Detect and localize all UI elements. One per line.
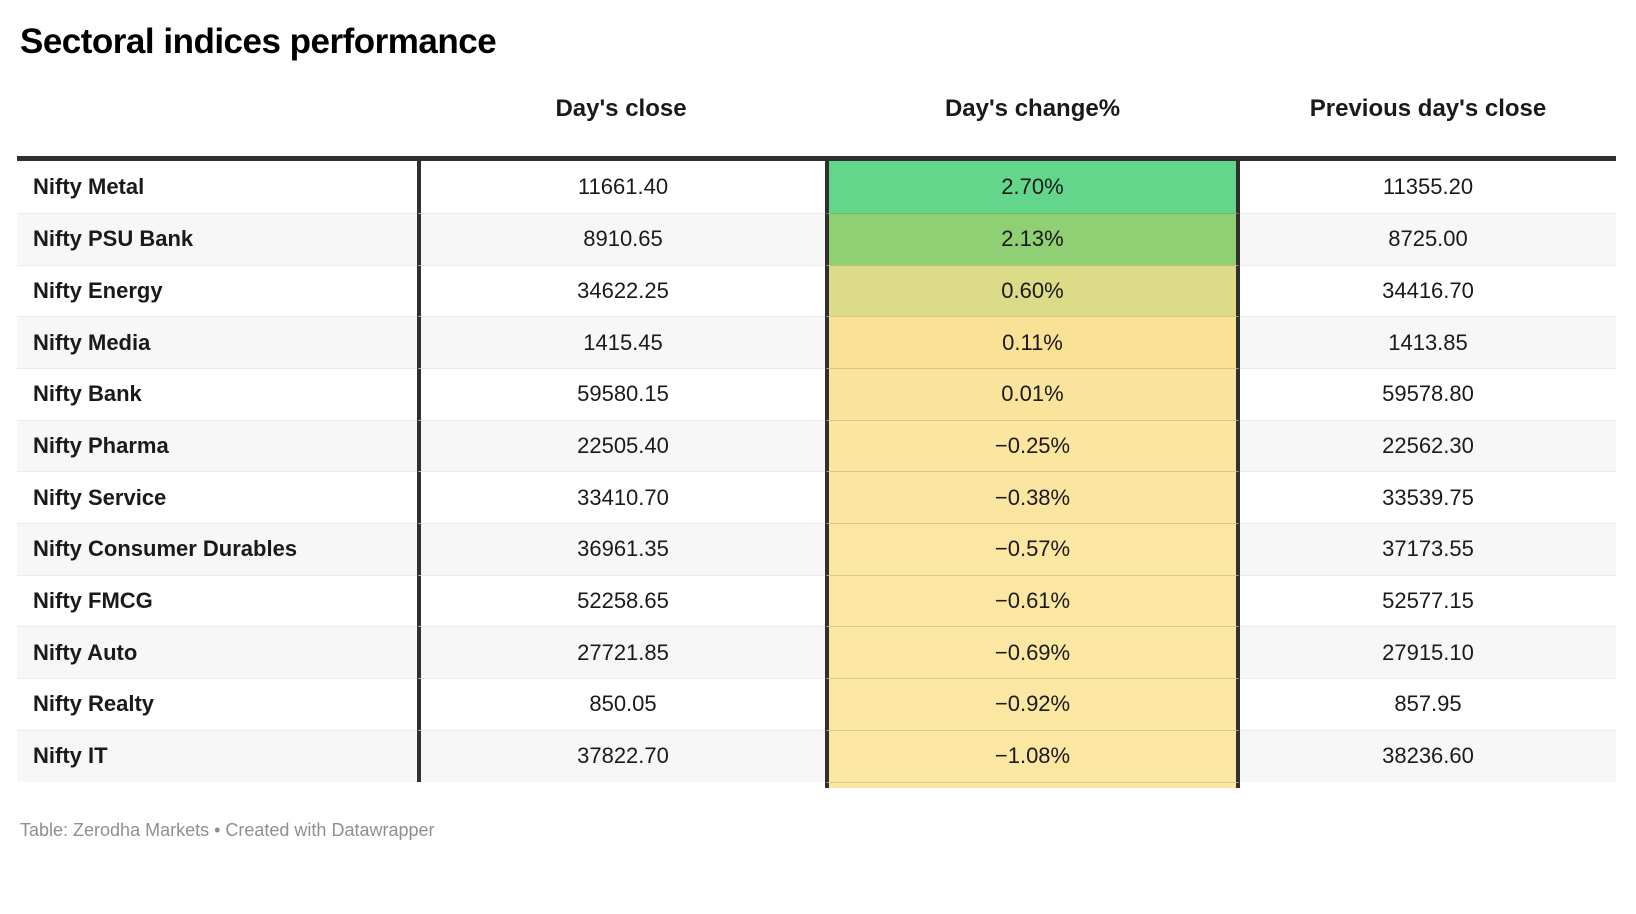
row-label: Nifty Consumer Durables <box>17 523 417 575</box>
overhang-spacer <box>417 782 825 788</box>
days-close-value: 37822.70 <box>417 729 825 782</box>
row-label: Nifty PSU Bank <box>17 212 417 265</box>
previous-days-close-value: 38236.60 <box>1240 729 1616 782</box>
previous-days-close-value: 27915.10 <box>1240 626 1616 678</box>
row-label: Nifty Bank <box>17 368 417 420</box>
table-row: Nifty Service 33410.70 −0.38% 33539.75 <box>17 471 1616 524</box>
row-label: Nifty Realty <box>17 678 417 730</box>
table-row: Nifty IT 37822.70 −1.08% 38236.60 <box>17 729 1616 782</box>
days-change-value: −0.69% <box>825 626 1240 679</box>
previous-days-close-value: 33539.75 <box>1240 471 1616 523</box>
row-label: Nifty FMCG <box>17 574 417 627</box>
days-close-value: 52258.65 <box>417 574 825 627</box>
days-close-value: 27721.85 <box>417 626 825 679</box>
row-label: Nifty Energy <box>17 264 417 317</box>
row-label: Nifty Media <box>17 316 417 368</box>
days-close-value: 8910.65 <box>417 212 825 265</box>
days-change-value: 0.01% <box>825 368 1240 420</box>
days-change-value: −1.08% <box>825 729 1240 782</box>
previous-days-close-value: 857.95 <box>1240 678 1616 730</box>
previous-days-close-value: 37173.55 <box>1240 523 1616 575</box>
table-row: Nifty Realty 850.05 −0.92% 857.95 <box>17 678 1616 730</box>
days-close-value: 22505.40 <box>417 419 825 472</box>
change-column-overhang-cell <box>825 781 1240 788</box>
days-change-value: 2.13% <box>825 212 1240 265</box>
table-body: Nifty Metal 11661.40 2.70% 11355.20 Nift… <box>17 161 1616 782</box>
table-row: Nifty Bank 59580.15 0.01% 59578.80 <box>17 368 1616 420</box>
days-close-value: 36961.35 <box>417 523 825 575</box>
previous-days-close-value: 8725.00 <box>1240 212 1616 265</box>
days-close-value: 850.05 <box>417 678 825 730</box>
row-label: Nifty IT <box>17 729 417 782</box>
page-title: Sectoral indices performance <box>20 22 497 61</box>
row-label: Nifty Service <box>17 471 417 523</box>
row-label: Nifty Metal <box>33 174 145 200</box>
previous-days-close-value: 59578.80 <box>1240 368 1616 420</box>
days-change-value: −0.57% <box>825 523 1240 575</box>
table-row: Nifty Auto 27721.85 −0.69% 27915.10 <box>17 626 1616 679</box>
header-days-change: Day's change% <box>944 95 1121 123</box>
table-row: Nifty FMCG 52258.65 −0.61% 52577.15 <box>17 574 1616 627</box>
table-header-row: Day's close Day's change% Previous day's… <box>17 62 1616 162</box>
table-row: Nifty Media 1415.45 0.11% 1413.85 <box>17 316 1616 368</box>
days-close-value: 34622.25 <box>417 264 825 317</box>
header-days-close: Day's close <box>555 95 687 123</box>
overhang-spacer <box>17 782 417 788</box>
previous-days-close-value: 11355.20 <box>1382 174 1474 200</box>
previous-days-close-value: 22562.30 <box>1240 419 1616 472</box>
row-label: Nifty Auto <box>17 626 417 678</box>
days-change-value: −0.38% <box>825 471 1240 524</box>
days-close-value: 11661.40 <box>417 161 825 213</box>
previous-days-close-value: 52577.15 <box>1240 574 1616 627</box>
table-row: Nifty Energy 34622.25 0.60% 34416.70 <box>17 264 1616 317</box>
days-change-value: −0.92% <box>825 678 1240 730</box>
header-previous-days-close: Previous day's close <box>1309 95 1547 123</box>
previous-days-close-value: 1413.85 <box>1240 316 1616 368</box>
days-close-value: 1415.45 <box>417 316 825 368</box>
days-change-value: −0.61% <box>825 574 1240 627</box>
row-label: Nifty Pharma <box>17 419 417 472</box>
previous-days-close-value: 34416.70 <box>1240 264 1616 317</box>
change-column-overhang <box>17 781 1616 788</box>
days-change-value: 0.11% <box>825 316 1240 368</box>
days-change-value: −0.25% <box>825 419 1240 472</box>
days-close-value: 59580.15 <box>417 368 825 420</box>
table-row: Nifty Metal 11661.40 2.70% 11355.20 <box>17 161 1616 213</box>
days-change-value: 0.60% <box>825 264 1240 317</box>
footer-attribution: Table: Zerodha Markets • Created with Da… <box>20 819 435 840</box>
table-row: Nifty Consumer Durables 36961.35 −0.57% … <box>17 523 1616 575</box>
days-change-value: 2.70% <box>825 161 1240 213</box>
table-row: Nifty Pharma 22505.40 −0.25% 22562.30 <box>17 419 1616 472</box>
overhang-spacer <box>1240 782 1616 788</box>
sectoral-indices-table: Day's close Day's change% Previous day's… <box>17 62 1616 788</box>
days-close-value: 33410.70 <box>417 471 825 524</box>
table-row: Nifty PSU Bank 8910.65 2.13% 8725.00 <box>17 212 1616 265</box>
